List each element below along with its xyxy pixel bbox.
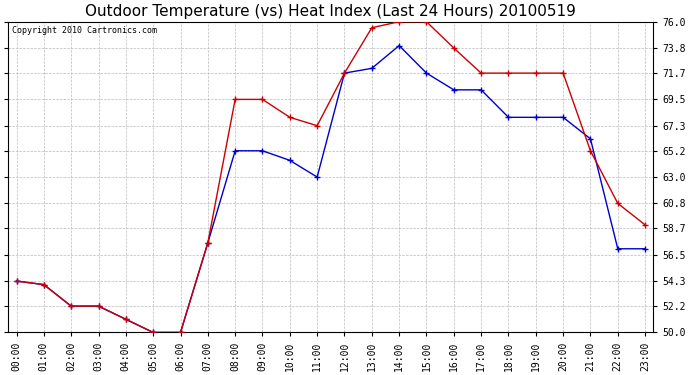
Title: Outdoor Temperature (vs) Heat Index (Last 24 Hours) 20100519: Outdoor Temperature (vs) Heat Index (Las…	[86, 4, 576, 19]
Text: Copyright 2010 Cartronics.com: Copyright 2010 Cartronics.com	[12, 26, 157, 35]
